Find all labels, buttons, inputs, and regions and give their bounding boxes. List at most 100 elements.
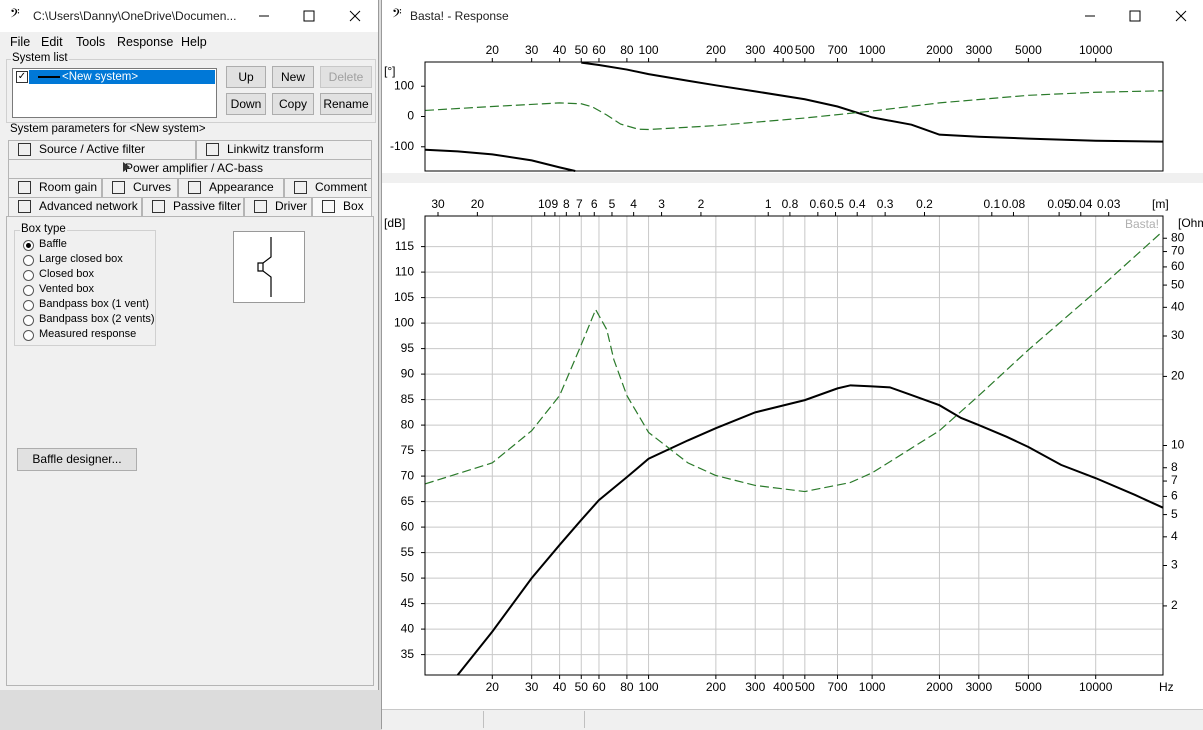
- tab[interactable]: Power amplifier / AC-bass: [8, 159, 372, 178]
- x-tick-label: 300: [745, 43, 765, 57]
- plot-area: [425, 216, 1163, 675]
- system-selection: [29, 70, 215, 84]
- radio-label[interactable]: Bandpass box (1 vent): [39, 298, 150, 310]
- y-tick-label: 80: [401, 417, 415, 431]
- system-name: <New system>: [62, 71, 139, 83]
- radio-label[interactable]: Vented box: [39, 283, 95, 295]
- app-icon: 𝄢: [10, 6, 20, 24]
- x-tick-label: 80: [620, 680, 634, 694]
- menu-item[interactable]: Help: [181, 35, 207, 49]
- radio-button[interactable]: [23, 285, 34, 296]
- minimize-button[interactable]: [240, 0, 286, 32]
- minimize-button[interactable]: [1066, 0, 1112, 32]
- radio-label[interactable]: Closed box: [39, 268, 95, 280]
- tab[interactable]: Linkwitz transform: [196, 140, 372, 159]
- x-tick-label: 400: [773, 680, 793, 694]
- group-label: System list: [11, 52, 69, 64]
- x-tick-label: 1000: [859, 43, 886, 57]
- list-button[interactable]: Up: [226, 66, 266, 88]
- y-tick-label: 115: [395, 239, 414, 253]
- list-button[interactable]: Rename: [320, 93, 372, 115]
- list-button[interactable]: Delete: [320, 66, 372, 88]
- y-tick-label: 100: [394, 315, 414, 329]
- tab-icon: [123, 162, 130, 172]
- menu-item[interactable]: Response: [117, 35, 174, 49]
- y-tick-label: 40: [401, 621, 415, 635]
- radio-label[interactable]: Bandpass box (2 vents): [39, 313, 155, 325]
- x2-tick-label: 0.6: [809, 197, 826, 211]
- tab[interactable]: Room gain: [8, 178, 102, 197]
- x2-tick-label: 0.03: [1097, 197, 1121, 211]
- list-button[interactable]: Copy: [272, 93, 314, 115]
- radio-label[interactable]: Large closed box: [39, 253, 123, 265]
- y2-tick-label: 50: [1171, 277, 1185, 291]
- x-tick-label: 2000: [926, 680, 953, 694]
- close-button[interactable]: [332, 0, 378, 32]
- radio-label[interactable]: Baffle: [39, 238, 67, 250]
- x2-tick-label: 4: [630, 197, 637, 211]
- y2-tick-label: 10: [1171, 438, 1185, 452]
- x-tick-label: 500: [795, 680, 815, 694]
- x-tick-label: 30: [525, 680, 539, 694]
- y-tick-label: 60: [401, 519, 415, 533]
- tab[interactable]: Curves: [102, 178, 178, 197]
- radio-button[interactable]: [23, 240, 34, 251]
- x2-tick-label: 2: [698, 197, 705, 211]
- menu-item[interactable]: Tools: [76, 35, 106, 49]
- tab[interactable]: Advanced network: [8, 197, 142, 216]
- y2-tick-label: 60: [1171, 259, 1185, 273]
- x-tick-label: 50: [575, 680, 589, 694]
- tab[interactable]: Appearance: [178, 178, 284, 197]
- radio-button[interactable]: [23, 270, 34, 281]
- system-checkbox[interactable]: ✓: [16, 71, 28, 83]
- y-tick-label: 85: [401, 392, 415, 406]
- tab-icon: [18, 143, 31, 156]
- x2-tick-label: 10: [538, 197, 552, 211]
- maximize-button[interactable]: [1112, 0, 1158, 32]
- menu-item[interactable]: File: [10, 35, 31, 49]
- maximize-button[interactable]: [286, 0, 332, 32]
- tab[interactable]: Source / Active filter: [8, 140, 196, 159]
- x2-tick-label: 0.2: [916, 197, 933, 211]
- radio-button[interactable]: [23, 330, 34, 341]
- tab[interactable]: Driver: [244, 197, 312, 216]
- tab[interactable]: Box: [312, 197, 372, 217]
- window-controls: [240, 0, 378, 32]
- y-tick-label: 110: [395, 264, 414, 278]
- speaker-symbol: [257, 237, 272, 297]
- y2-tick-label: 20: [1171, 369, 1185, 383]
- baffle-designer-button[interactable]: Baffle designer...: [17, 448, 137, 471]
- response-window: 20 30 40 50 60 80 100 200 300 400 500 700 1000 2000 30…: [381, 0, 1203, 730]
- x2-tick-label: 0.05: [1047, 197, 1071, 211]
- x-tick-label: 5000: [1015, 680, 1042, 694]
- x2-tick-label: 1: [765, 197, 772, 211]
- y-tick-label: -100: [390, 139, 414, 153]
- tab[interactable]: Passive filter: [142, 197, 244, 216]
- y-tick-label: 105: [394, 290, 414, 304]
- y-tick-label: 100: [394, 78, 414, 92]
- tab-icon: [188, 181, 201, 194]
- impedance-curve: [424, 230, 1164, 493]
- radio-button[interactable]: [23, 315, 34, 326]
- list-button[interactable]: Down: [226, 93, 266, 115]
- x-tick-label: 40: [553, 680, 567, 694]
- radio-label[interactable]: Measured response: [39, 328, 137, 340]
- radio-button[interactable]: [23, 300, 34, 311]
- plot-frame: [424, 215, 1164, 676]
- list-button[interactable]: New: [272, 66, 314, 88]
- tab-icon: [254, 200, 267, 213]
- x-tick-label: 200: [706, 43, 726, 57]
- menu-item[interactable]: Edit: [41, 35, 63, 49]
- radio-button[interactable]: [23, 255, 34, 266]
- close-button[interactable]: [1158, 0, 1203, 32]
- x-tick-label: 3000: [965, 43, 992, 57]
- x-tick-label: 1000: [859, 680, 886, 694]
- response-charts: 20 30 40 50 60 80 100 200 300 400 500 700 1000 2000 30…: [382, 43, 1203, 694]
- x2-tick-label: 7: [576, 197, 583, 211]
- group-box: [14, 230, 156, 346]
- tab-icon: [294, 181, 307, 194]
- system-item[interactable]: ✓ <New system>: [14, 70, 215, 84]
- x-tick-label: 80: [620, 43, 634, 57]
- x-tick-label: 100: [639, 43, 659, 57]
- system-listbox: ✓ <New system>: [12, 68, 217, 118]
